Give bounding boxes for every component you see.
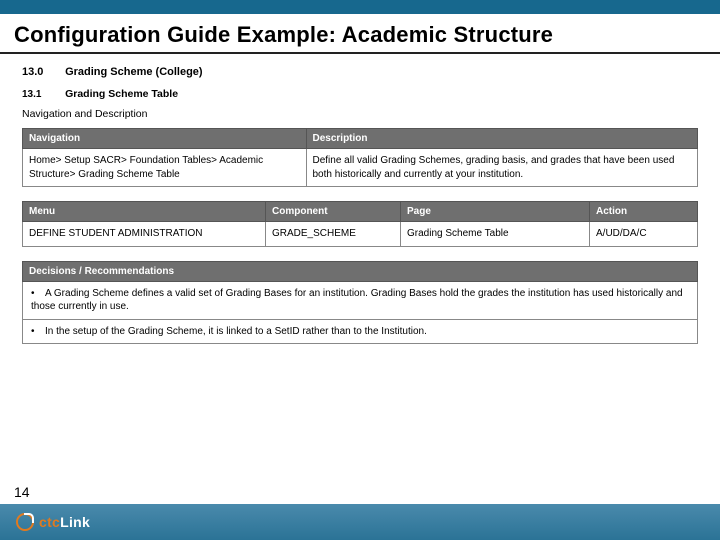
- table-row: Home> Setup SACR> Foundation Tables> Aca…: [23, 149, 698, 187]
- logo-ring-icon: [16, 513, 34, 531]
- t2-header-action: Action: [590, 202, 698, 222]
- t2-header-component: Component: [266, 202, 401, 222]
- logo-text-ctc: ctc: [39, 514, 60, 530]
- ctclink-logo: ctcLink: [16, 513, 90, 531]
- t2-cell-menu: DEFINE STUDENT ADMINISTRATION: [23, 222, 266, 247]
- t1-header-navigation: Navigation: [23, 129, 307, 149]
- logo-text: ctcLink: [39, 514, 90, 530]
- title-underline: [0, 52, 720, 54]
- t1-cell-navigation: Home> Setup SACR> Foundation Tables> Aca…: [23, 149, 307, 187]
- section-number: 13.0: [22, 66, 62, 78]
- top-bar: [0, 0, 720, 14]
- t3-bullet-2-text: In the setup of the Grading Scheme, it i…: [45, 326, 427, 337]
- t3-bullet-1-text: A Grading Scheme defines a valid set of …: [31, 288, 683, 313]
- page-title: Configuration Guide Example: Academic St…: [0, 14, 720, 52]
- t2-cell-component: GRADE_SCHEME: [266, 222, 401, 247]
- page-number: 14: [0, 484, 720, 504]
- navdesc-label: Navigation and Description: [22, 108, 698, 120]
- decisions-table: Decisions / Recommendations •A Grading S…: [22, 261, 698, 345]
- t2-cell-action: A/UD/DA/C: [590, 222, 698, 247]
- footer-bar: ctcLink: [0, 504, 720, 540]
- table-row: •In the setup of the Grading Scheme, it …: [23, 319, 698, 344]
- t2-header-page: Page: [401, 202, 590, 222]
- logo-text-link: Link: [60, 514, 90, 530]
- section-heading: 13.0 Grading Scheme (College): [22, 66, 698, 78]
- navigation-description-table: Navigation Description Home> Setup SACR>…: [22, 128, 698, 187]
- subsection-heading: 13.1 Grading Scheme Table: [22, 88, 698, 100]
- subsection-number: 13.1: [22, 89, 62, 100]
- t3-header: Decisions / Recommendations: [23, 261, 698, 281]
- t2-cell-page: Grading Scheme Table: [401, 222, 590, 247]
- content-area: 13.0 Grading Scheme (College) 13.1 Gradi…: [0, 62, 720, 344]
- subsection-title: Grading Scheme Table: [65, 88, 178, 100]
- table-row: •A Grading Scheme defines a valid set of…: [23, 281, 698, 319]
- t2-header-menu: Menu: [23, 202, 266, 222]
- t1-header-description: Description: [306, 129, 698, 149]
- t3-bullet-2: •In the setup of the Grading Scheme, it …: [23, 319, 698, 344]
- t1-cell-description: Define all valid Grading Schemes, gradin…: [306, 149, 698, 187]
- table-row: DEFINE STUDENT ADMINISTRATION GRADE_SCHE…: [23, 222, 698, 247]
- menu-component-table: Menu Component Page Action DEFINE STUDEN…: [22, 201, 698, 247]
- section-title: Grading Scheme (College): [65, 66, 203, 78]
- footer: 14 ctcLink: [0, 484, 720, 540]
- t3-bullet-1: •A Grading Scheme defines a valid set of…: [23, 281, 698, 319]
